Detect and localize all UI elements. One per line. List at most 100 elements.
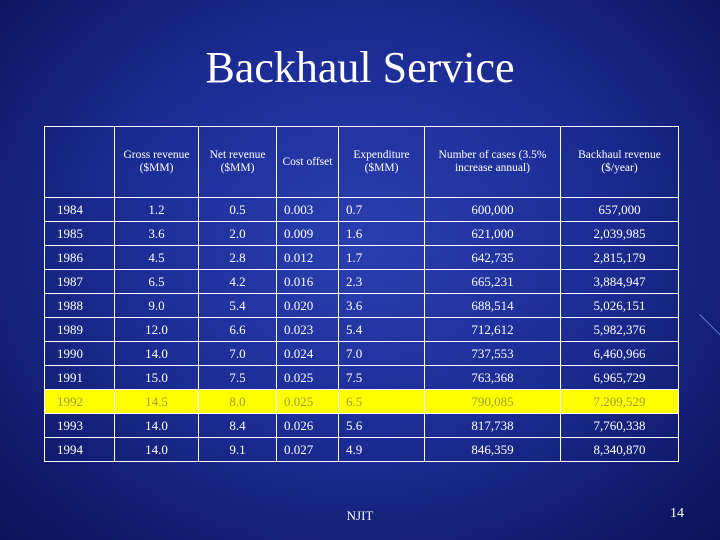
cell-year: 1989: [44, 317, 115, 342]
cell-expenditure: 4.9: [338, 437, 425, 462]
cell-net-revenue: 6.6: [198, 317, 277, 342]
header-year: [44, 126, 115, 198]
table-row: 1990 14.0 7.0 0.024 7.0 737,553 6,460,966: [44, 341, 679, 366]
cell-number-of-cases: 817,738: [424, 413, 561, 438]
cell-backhaul-revenue: 5,982,376: [560, 317, 679, 342]
cell-expenditure: 5.4: [338, 317, 425, 342]
cell-number-of-cases: 790,085: [424, 389, 561, 414]
cell-year: 1985: [44, 221, 115, 246]
cell-net-revenue: 2.8: [198, 245, 277, 270]
header-backhaul-revenue: Backhaul revenue ($/year): [560, 126, 679, 198]
cell-number-of-cases: 688,514: [424, 293, 561, 318]
cell-gross-revenue: 9.0: [114, 293, 199, 318]
cell-net-revenue: 9.1: [198, 437, 277, 462]
cell-expenditure: 0.7: [338, 197, 425, 222]
header-row: Gross revenue ($MM) Net revenue ($MM) Co…: [44, 126, 679, 198]
cell-net-revenue: 4.2: [198, 269, 277, 294]
table-row: 1993 14.0 8.4 0.026 5.6 817,738 7,760,338: [44, 413, 679, 438]
cell-expenditure: 1.7: [338, 245, 425, 270]
cell-number-of-cases: 621,000: [424, 221, 561, 246]
cell-net-revenue: 0.5: [198, 197, 277, 222]
cell-cost-offset: 0.026: [276, 413, 339, 438]
cell-net-revenue: 5.4: [198, 293, 277, 318]
table-row: 1992 14.5 8.0 0.025 6.5 790,085 7,209,529: [44, 389, 679, 414]
cell-expenditure: 5.6: [338, 413, 425, 438]
cell-net-revenue: 8.4: [198, 413, 277, 438]
table-row: 1989 12.0 6.6 0.023 5.4 712,612 5,982,376: [44, 317, 679, 342]
cell-gross-revenue: 12.0: [114, 317, 199, 342]
cell-backhaul-revenue: 7,209,529: [560, 389, 679, 414]
cell-number-of-cases: 642,735: [424, 245, 561, 270]
cell-backhaul-revenue: 657,000: [560, 197, 679, 222]
cell-number-of-cases: 763,368: [424, 365, 561, 390]
cell-expenditure: 2.3: [338, 269, 425, 294]
cell-year: 1994: [44, 437, 115, 462]
cell-backhaul-revenue: 6,965,729: [560, 365, 679, 390]
cell-year: 1991: [44, 365, 115, 390]
table-row: 1985 3.6 2.0 0.009 1.6 621,000 2,039,985: [44, 221, 679, 246]
cell-gross-revenue: 14.0: [114, 437, 199, 462]
cell-gross-revenue: 14.0: [114, 341, 199, 366]
cell-expenditure: 3.6: [338, 293, 425, 318]
cell-cost-offset: 0.016: [276, 269, 339, 294]
table-row: 1988 9.0 5.4 0.020 3.6 688,514 5,026,151: [44, 293, 679, 318]
cell-year: 1990: [44, 341, 115, 366]
table-row: 1986 4.5 2.8 0.012 1.7 642,735 2,815,179: [44, 245, 679, 270]
cell-backhaul-revenue: 5,026,151: [560, 293, 679, 318]
table-row: 1994 14.0 9.1 0.027 4.9 846,359 8,340,870: [44, 437, 679, 462]
cell-cost-offset: 0.023: [276, 317, 339, 342]
table-row: 1984 1.2 0.5 0.003 0.7 600,000 657,000: [44, 197, 679, 222]
cell-net-revenue: 7.0: [198, 341, 277, 366]
cell-backhaul-revenue: 2,815,179: [560, 245, 679, 270]
cell-cost-offset: 0.024: [276, 341, 339, 366]
cell-backhaul-revenue: 7,760,338: [560, 413, 679, 438]
cell-number-of-cases: 737,553: [424, 341, 561, 366]
cell-year: 1993: [44, 413, 115, 438]
header-gross-revenue: Gross revenue ($MM): [114, 126, 199, 198]
cell-gross-revenue: 14.5: [114, 389, 199, 414]
cell-backhaul-revenue: 3,884,947: [560, 269, 679, 294]
cell-cost-offset: 0.009: [276, 221, 339, 246]
cell-cost-offset: 0.025: [276, 365, 339, 390]
cell-cost-offset: 0.020: [276, 293, 339, 318]
cell-gross-revenue: 6.5: [114, 269, 199, 294]
cell-cost-offset: 0.003: [276, 197, 339, 222]
decorative-line: [699, 314, 720, 343]
cell-backhaul-revenue: 6,460,966: [560, 341, 679, 366]
footer-text: NJIT: [346, 508, 374, 523]
cell-net-revenue: 2.0: [198, 221, 277, 246]
cell-gross-revenue: 1.2: [114, 197, 199, 222]
cell-net-revenue: 7.5: [198, 365, 277, 390]
cell-year: 1986: [44, 245, 115, 270]
cell-year: 1992: [44, 389, 115, 414]
cell-cost-offset: 0.025: [276, 389, 339, 414]
cell-number-of-cases: 712,612: [424, 317, 561, 342]
table-row: 1987 6.5 4.2 0.016 2.3 665,231 3,884,947: [44, 269, 679, 294]
revenue-table: Gross revenue ($MM) Net revenue ($MM) Co…: [44, 126, 679, 462]
table-header: Gross revenue ($MM) Net revenue ($MM) Co…: [44, 126, 679, 198]
header-cost-offset: Cost offset: [276, 126, 339, 198]
cell-year: 1987: [44, 269, 115, 294]
cell-cost-offset: 0.012: [276, 245, 339, 270]
table-body: 1984 1.2 0.5 0.003 0.7 600,000 657,000 1985 3.6 2…: [44, 197, 679, 462]
header-number-of-cases: Number of cases (3.5% increase annual): [424, 126, 561, 198]
cell-year: 1984: [44, 197, 115, 222]
cell-expenditure: 6.5: [338, 389, 425, 414]
cell-backhaul-revenue: 8,340,870: [560, 437, 679, 462]
cell-expenditure: 7.5: [338, 365, 425, 390]
cell-expenditure: 7.0: [338, 341, 425, 366]
page-number: 14: [670, 506, 684, 521]
cell-number-of-cases: 665,231: [424, 269, 561, 294]
header-expenditure: Expenditure ($MM): [338, 126, 425, 198]
cell-number-of-cases: 846,359: [424, 437, 561, 462]
cell-backhaul-revenue: 2,039,985: [560, 221, 679, 246]
cell-gross-revenue: 14.0: [114, 413, 199, 438]
cell-cost-offset: 0.027: [276, 437, 339, 462]
header-net-revenue: Net revenue ($MM): [198, 126, 277, 198]
cell-year: 1988: [44, 293, 115, 318]
cell-gross-revenue: 3.6: [114, 221, 199, 246]
cell-expenditure: 1.6: [338, 221, 425, 246]
cell-number-of-cases: 600,000: [424, 197, 561, 222]
cell-gross-revenue: 15.0: [114, 365, 199, 390]
cell-gross-revenue: 4.5: [114, 245, 199, 270]
